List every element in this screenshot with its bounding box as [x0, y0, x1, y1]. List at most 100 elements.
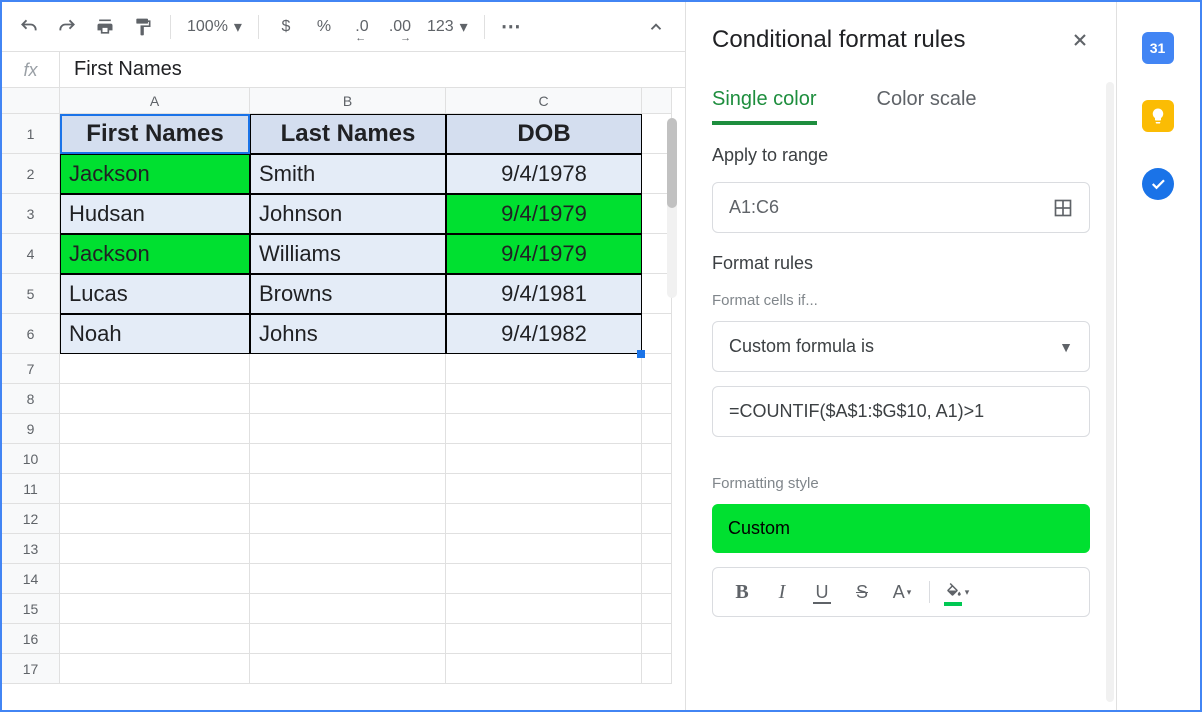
decrease-decimal-button[interactable]: .0←: [345, 10, 379, 44]
cell[interactable]: [642, 314, 672, 354]
cell[interactable]: [642, 624, 672, 654]
italic-button[interactable]: I: [763, 576, 801, 608]
cell[interactable]: [250, 624, 446, 654]
select-all-corner[interactable]: [2, 88, 60, 114]
cell[interactable]: [250, 534, 446, 564]
cell-a5[interactable]: Lucas: [60, 274, 250, 314]
row-header[interactable]: 11: [2, 474, 60, 504]
row-header[interactable]: 12: [2, 504, 60, 534]
column-header-d[interactable]: [642, 88, 672, 114]
cell-a1[interactable]: First Names: [60, 114, 250, 154]
sheet-grid[interactable]: A B C 1 First Names Last Names DOB 2 Jac…: [2, 88, 685, 710]
cell-b2[interactable]: Smith: [250, 154, 446, 194]
cell[interactable]: [60, 504, 250, 534]
panel-scrollbar[interactable]: [1106, 82, 1114, 702]
cell[interactable]: [250, 444, 446, 474]
cell-c3[interactable]: 9/4/1979: [446, 194, 642, 234]
underline-button[interactable]: U: [803, 576, 841, 608]
close-panel-button[interactable]: [1070, 30, 1090, 50]
cell[interactable]: [446, 384, 642, 414]
row-header[interactable]: 15: [2, 594, 60, 624]
currency-button[interactable]: $: [269, 10, 303, 44]
fill-color-button[interactable]: ▾: [938, 576, 976, 608]
cell-c2[interactable]: 9/4/1978: [446, 154, 642, 194]
cell[interactable]: [642, 534, 672, 564]
vertical-scrollbar-thumb[interactable]: [667, 118, 677, 208]
row-header[interactable]: 17: [2, 654, 60, 684]
tab-single-color[interactable]: Single color: [712, 88, 817, 125]
cell[interactable]: [642, 504, 672, 534]
paint-format-button[interactable]: [126, 10, 160, 44]
cell-a2[interactable]: Jackson: [60, 154, 250, 194]
row-header[interactable]: 14: [2, 564, 60, 594]
custom-formula-input[interactable]: =COUNTIF($A$1:$G$10, A1)>1: [712, 386, 1090, 437]
cell[interactable]: [642, 384, 672, 414]
cell-b1[interactable]: Last Names: [250, 114, 446, 154]
percent-button[interactable]: %: [307, 10, 341, 44]
column-header-c[interactable]: C: [446, 88, 642, 114]
row-header[interactable]: 7: [2, 354, 60, 384]
cell-a6[interactable]: Noah: [60, 314, 250, 354]
tab-color-scale[interactable]: Color scale: [877, 88, 977, 125]
tasks-app-icon[interactable]: [1142, 168, 1174, 200]
cell[interactable]: [446, 654, 642, 684]
cell[interactable]: [446, 354, 642, 384]
cell-c6[interactable]: 9/4/1982: [446, 314, 642, 354]
cell[interactable]: [250, 564, 446, 594]
cell-c4[interactable]: 9/4/1979: [446, 234, 642, 274]
cell[interactable]: [250, 474, 446, 504]
cell[interactable]: [250, 654, 446, 684]
cell-a4[interactable]: Jackson: [60, 234, 250, 274]
cell-c5[interactable]: 9/4/1981: [446, 274, 642, 314]
cell-b5[interactable]: Browns: [250, 274, 446, 314]
cell[interactable]: [60, 384, 250, 414]
cell[interactable]: [250, 414, 446, 444]
cell[interactable]: [642, 444, 672, 474]
keep-app-icon[interactable]: [1142, 100, 1174, 132]
strikethrough-button[interactable]: S: [843, 576, 881, 608]
cell[interactable]: [446, 444, 642, 474]
cell[interactable]: [60, 414, 250, 444]
text-color-button[interactable]: A▾: [883, 576, 921, 608]
cell[interactable]: [446, 414, 642, 444]
row-header[interactable]: 1: [2, 114, 60, 154]
cell[interactable]: [60, 624, 250, 654]
select-range-icon[interactable]: [1053, 198, 1073, 218]
cell[interactable]: [60, 444, 250, 474]
more-toolbar-button[interactable]: ⋯: [495, 14, 529, 39]
zoom-dropdown[interactable]: 100% ▾: [181, 17, 248, 37]
cell-b6[interactable]: Johns: [250, 314, 446, 354]
row-header[interactable]: 2: [2, 154, 60, 194]
bold-button[interactable]: B: [723, 576, 761, 608]
redo-button[interactable]: [50, 10, 84, 44]
calendar-app-icon[interactable]: 31: [1142, 32, 1174, 64]
cell[interactable]: [446, 474, 642, 504]
fill-handle[interactable]: [637, 350, 645, 358]
row-header[interactable]: 10: [2, 444, 60, 474]
cell[interactable]: [446, 504, 642, 534]
row-header[interactable]: 3: [2, 194, 60, 234]
condition-dropdown[interactable]: Custom formula is ▼: [712, 321, 1090, 372]
print-button[interactable]: [88, 10, 122, 44]
style-preview[interactable]: Custom: [712, 504, 1090, 553]
cell[interactable]: [642, 654, 672, 684]
cell[interactable]: [60, 534, 250, 564]
cell[interactable]: [60, 594, 250, 624]
column-header-b[interactable]: B: [250, 88, 446, 114]
cell[interactable]: [642, 564, 672, 594]
cell[interactable]: [250, 384, 446, 414]
cell[interactable]: [446, 594, 642, 624]
row-header[interactable]: 13: [2, 534, 60, 564]
cell-b3[interactable]: Johnson: [250, 194, 446, 234]
cell[interactable]: [60, 354, 250, 384]
cell-c1[interactable]: DOB: [446, 114, 642, 154]
collapse-toolbar-button[interactable]: [637, 18, 675, 36]
cell-b4[interactable]: Williams: [250, 234, 446, 274]
range-input[interactable]: A1:C6: [712, 182, 1090, 233]
cell[interactable]: [60, 564, 250, 594]
cell[interactable]: [642, 594, 672, 624]
formula-input[interactable]: First Names: [60, 58, 685, 81]
cell-a3[interactable]: Hudsan: [60, 194, 250, 234]
undo-button[interactable]: [12, 10, 46, 44]
row-header[interactable]: 5: [2, 274, 60, 314]
